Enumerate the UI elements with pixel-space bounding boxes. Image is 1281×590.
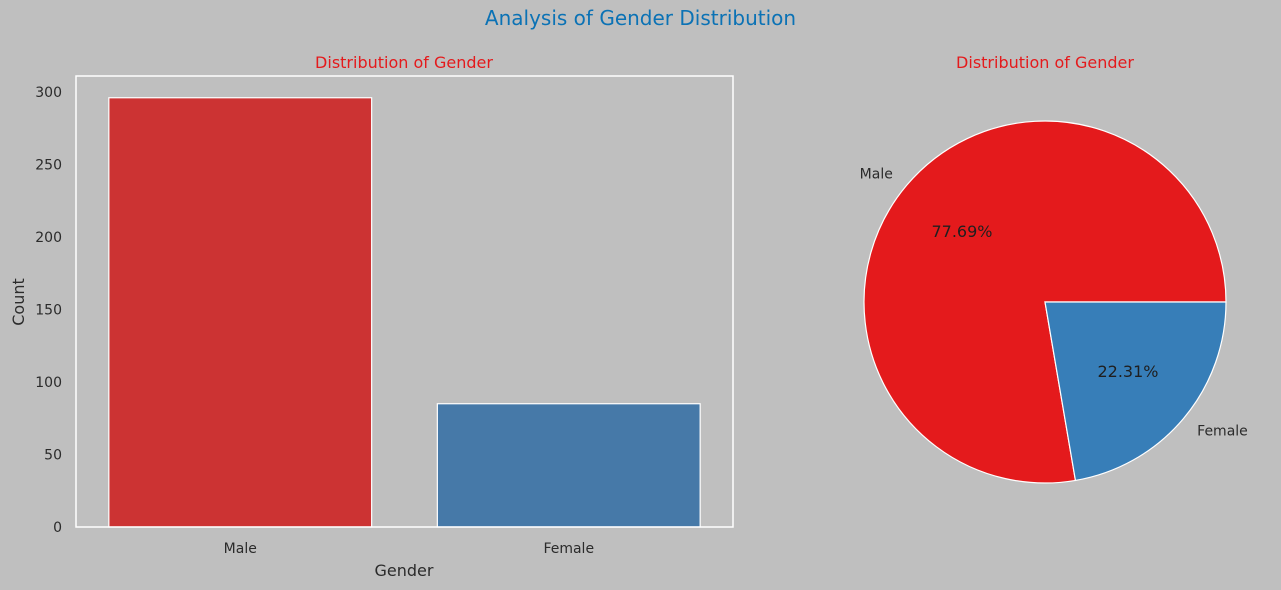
pie-percent-female: 22.31% (1097, 362, 1158, 381)
y-tick-label: 200 (35, 230, 62, 246)
pie-chart-title: Distribution of Gender (956, 53, 1134, 72)
pie-percent-male: 77.69% (931, 222, 992, 241)
bar-plot-frame (75, 75, 734, 528)
x-tick-label: Male (224, 541, 257, 557)
y-tick-label: 100 (35, 375, 62, 391)
y-tick-label: 250 (35, 157, 62, 173)
pie-slice-female (1044, 301, 1227, 482)
bar-female (436, 403, 701, 528)
bar-x-ticks: Male Female (224, 541, 594, 557)
bar-x-axis-label: Gender (375, 561, 434, 580)
pie-label-female: Female (1197, 423, 1248, 439)
y-tick-label: 0 (53, 520, 62, 536)
pie-chart: Distribution of Gender Male 77.69% Female 2… (860, 53, 1248, 484)
x-tick-label: Female (543, 541, 594, 557)
y-tick-label: 300 (35, 85, 62, 101)
bar-male (108, 97, 373, 528)
bar-chart-title: Distribution of Gender (315, 53, 493, 72)
bar-y-axis-label: Count (9, 278, 28, 326)
pie-marks: Male 77.69% Female 22.31% (860, 120, 1248, 484)
y-tick-label: 50 (44, 447, 62, 463)
pie-slice-male (863, 120, 1227, 484)
bar-y-ticks: 0 50 100 150 200 250 300 (35, 85, 62, 536)
bar-marks (108, 97, 701, 528)
pie-label-male: Male (860, 167, 893, 183)
y-tick-label: 150 (35, 302, 62, 318)
bar-chart: Distribution of Gender 0 50 100 150 200 250 30… (9, 53, 734, 580)
figure-title: Analysis of Gender Distribution (484, 6, 797, 30)
